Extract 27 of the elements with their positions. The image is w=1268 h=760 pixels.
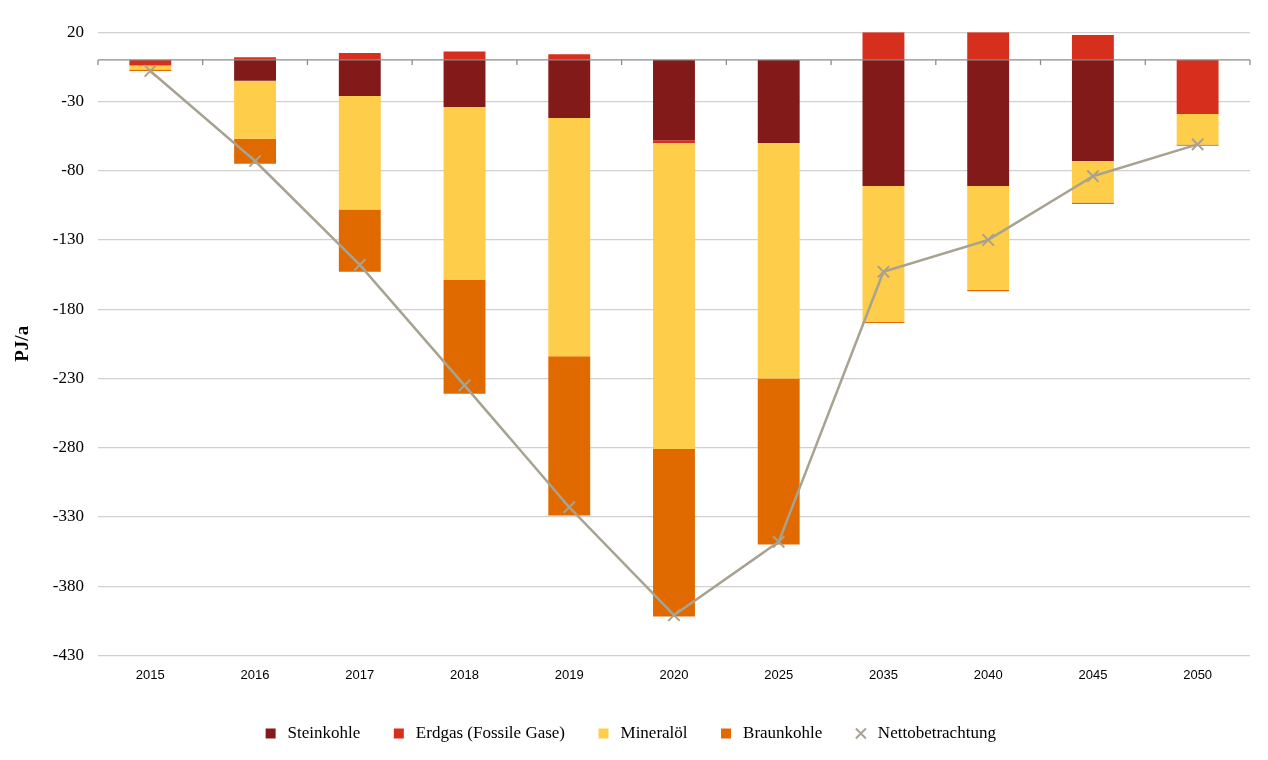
- x-tick-label: 2025: [764, 666, 794, 682]
- x-tick-label: 2050: [1183, 666, 1213, 682]
- x-tick-label: 2018: [450, 666, 479, 682]
- x-tick-label: 2045: [1078, 666, 1108, 682]
- legend-label: Mineralöl: [620, 722, 688, 742]
- x-tick-label: 2015: [135, 666, 165, 682]
- y-tick-label: -430: [52, 644, 84, 664]
- y-tick-label: -180: [52, 298, 84, 318]
- legend-label: Erdgas (Fossile Gase): [415, 722, 566, 742]
- x-tick-label: 2017: [345, 666, 375, 682]
- y-tick-label: -30: [61, 90, 84, 110]
- y-tick-label: -80: [61, 160, 84, 180]
- x-tick-label: 2040: [973, 666, 1003, 682]
- y-tick-label: -330: [52, 506, 84, 526]
- x-tick-label: 2019: [554, 666, 584, 682]
- y-tick-label: -230: [52, 367, 84, 387]
- x-tick-label: 2020: [659, 666, 689, 682]
- legend-label: Braunkohle: [743, 722, 823, 742]
- legend-label: Nettobetrachtung: [877, 722, 997, 742]
- y-axis-title: PJ/a: [11, 325, 33, 362]
- y-tick-label: 20: [66, 21, 84, 41]
- y-tick-label: -380: [52, 575, 84, 595]
- y-tick-label: -130: [52, 229, 84, 249]
- y-tick-label: -280: [52, 437, 84, 457]
- x-tick-label: 2016: [240, 666, 270, 682]
- legend-label: Steinkohle: [287, 722, 361, 742]
- x-tick-label: 2035: [868, 666, 898, 682]
